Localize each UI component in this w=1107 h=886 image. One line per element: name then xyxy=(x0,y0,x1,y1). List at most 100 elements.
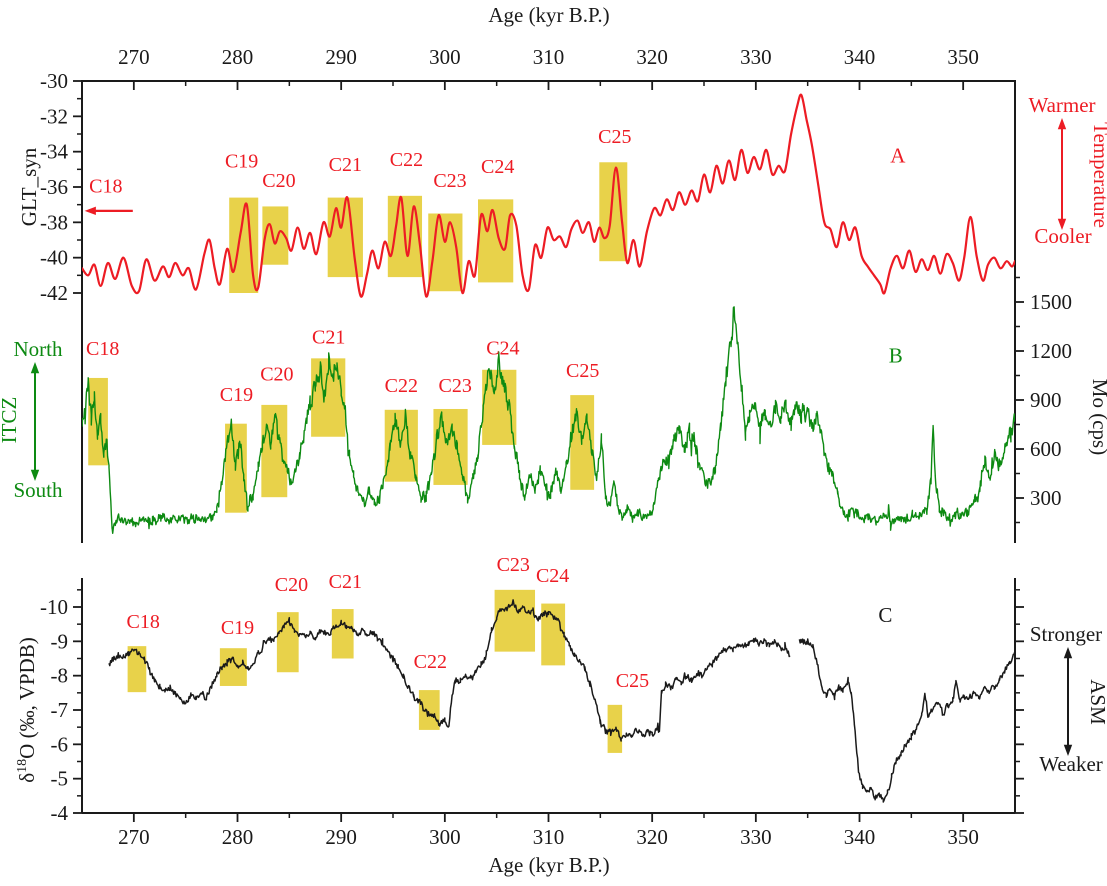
event-label-c21: C21 xyxy=(329,154,362,176)
south-label: South xyxy=(13,478,63,502)
glt-axis-tick-label: -38 xyxy=(40,210,68,234)
panel-letter-b: B xyxy=(889,343,903,367)
event-label-c19: C19 xyxy=(220,384,253,406)
d18o-axis-tick-label: -6 xyxy=(51,732,69,756)
event-band-c21-panel-c xyxy=(331,609,354,659)
event-label-c23: C23 xyxy=(439,375,472,397)
bottom-axis-tick-label: 310 xyxy=(533,825,565,849)
event-label-c20: C20 xyxy=(262,170,295,192)
glt-axis-tick-label: -40 xyxy=(40,246,68,270)
arrowhead-icon xyxy=(1057,118,1067,130)
north-label: North xyxy=(14,337,63,361)
stronger-label: Stronger xyxy=(1030,622,1102,646)
bottom-axis-tick-label: 330 xyxy=(740,825,772,849)
event-label-c18: C18 xyxy=(86,338,119,360)
axes: 270 280 290 300 310 320 330 340 350 Age (kyr B.P.… xyxy=(15,3,1107,877)
mo-axis-tick-label: 900 xyxy=(1030,388,1062,412)
top-axis-tick-label: 280 xyxy=(222,45,254,69)
arrowhead-icon xyxy=(30,362,40,374)
series-glt_syn-line xyxy=(82,93,1015,298)
panel-letter-c: C xyxy=(878,603,892,627)
event-label-c21: C21 xyxy=(329,571,362,593)
panel-letter-a: A xyxy=(890,143,906,167)
warmer-label: Warmer xyxy=(1028,93,1095,117)
glt-axis-tick-label: -42 xyxy=(40,281,68,305)
event-label-c20: C20 xyxy=(275,574,308,596)
panel-b-annotations: C18 C19 C20 C21 C22 C23 C24 C25 B xyxy=(86,327,903,406)
event-label-c23: C23 xyxy=(433,170,466,192)
glt-axis-tick-label: -30 xyxy=(40,69,68,93)
asm-label: ASM xyxy=(1086,679,1107,725)
event-band-c23-panel-c xyxy=(494,589,536,652)
arrowhead-icon xyxy=(1063,647,1073,659)
bottom-axis-tick-label: 290 xyxy=(325,825,357,849)
arrowhead-icon xyxy=(1057,218,1067,230)
event-band-c24-panel-a xyxy=(478,199,514,283)
d18o-axis-tick-label: -10 xyxy=(40,595,68,619)
panel-c-annotations: C18 C19 C20 C21 C22 C23 C24 C25 C xyxy=(126,554,892,692)
event-label-c21: C21 xyxy=(312,327,345,349)
d18o-axis-tick-label: -9 xyxy=(51,629,69,653)
top-axis-tick-label: 330 xyxy=(740,45,772,69)
event-label-c19: C19 xyxy=(221,617,254,639)
bottom-axis-title: Age (kyr B.P.) xyxy=(488,853,609,877)
event-label-c22: C22 xyxy=(414,651,447,673)
bottom-axis-tick-label: 320 xyxy=(636,825,668,849)
highlight-bands xyxy=(88,162,628,753)
top-axis-tick-label: 300 xyxy=(429,45,461,69)
top-axis-tick-label: 270 xyxy=(118,45,150,69)
event-label-c24: C24 xyxy=(486,337,519,359)
top-axis-tick-label: 350 xyxy=(947,45,979,69)
event-label-c20: C20 xyxy=(260,363,293,385)
glt-axis-tick-label: -34 xyxy=(40,140,68,164)
event-band-c21-panel-a xyxy=(327,197,363,278)
d18o-axis-tick-label: -7 xyxy=(51,698,69,722)
arrowhead-icon xyxy=(84,206,96,216)
bottom-axis-tick-label: 300 xyxy=(429,825,461,849)
event-label-c25: C25 xyxy=(616,670,649,692)
top-axis-tick-label: 340 xyxy=(844,45,876,69)
top-axis-title: Age (kyr B.P.) xyxy=(488,3,609,27)
top-axis-tick-label: 310 xyxy=(533,45,565,69)
top-axis-tick-label: 290 xyxy=(325,45,357,69)
mo-axis-tick-label: 300 xyxy=(1030,486,1062,510)
event-label-c18: C18 xyxy=(89,175,122,197)
event-label-c24: C24 xyxy=(481,156,514,178)
arrowhead-icon xyxy=(1063,744,1073,756)
event-band-c24-panel-c xyxy=(541,603,566,666)
mo-axis-tick-label: 1500 xyxy=(1030,290,1072,314)
panel-ab-frame xyxy=(81,80,1016,543)
d18o-axis-tick-label: -4 xyxy=(51,801,69,825)
event-label-c25: C25 xyxy=(566,360,599,382)
series-mo-line xyxy=(82,306,1015,534)
arrowhead-icon xyxy=(30,469,40,481)
itcz-label: ITCZ xyxy=(0,397,21,444)
d18o-axis-tick-label: -5 xyxy=(51,767,69,791)
mo-axis-title: Mo (cps) xyxy=(1088,379,1107,455)
top-axis-tick-label: 320 xyxy=(636,45,668,69)
d18o-axis-tick-label: -8 xyxy=(51,664,69,688)
event-label-c24: C24 xyxy=(536,565,569,587)
temperature-label: Temperature xyxy=(1089,122,1107,228)
glt-axis-title: GLT_syn xyxy=(17,147,41,226)
weaker-label: Weaker xyxy=(1039,752,1103,776)
bottom-axis-tick-label: 350 xyxy=(947,825,979,849)
event-label-c22: C22 xyxy=(385,375,418,397)
series-d18o-line xyxy=(108,599,1015,803)
event-label-c25: C25 xyxy=(598,126,631,148)
event-band-c22-panel-c xyxy=(418,690,440,730)
mo-axis-tick-label: 1200 xyxy=(1030,339,1072,363)
event-band-c23-panel-b xyxy=(433,408,468,485)
event-label-c22: C22 xyxy=(390,149,423,171)
event-label-c19: C19 xyxy=(225,151,258,173)
mo-axis-tick-label: 600 xyxy=(1030,437,1062,461)
event-label-c23: C23 xyxy=(497,554,530,576)
bottom-axis-tick-label: 270 xyxy=(118,825,150,849)
cooler-label: Cooler xyxy=(1034,224,1091,248)
glt-axis-tick-label: -32 xyxy=(40,104,68,128)
event-label-c18: C18 xyxy=(126,611,159,633)
